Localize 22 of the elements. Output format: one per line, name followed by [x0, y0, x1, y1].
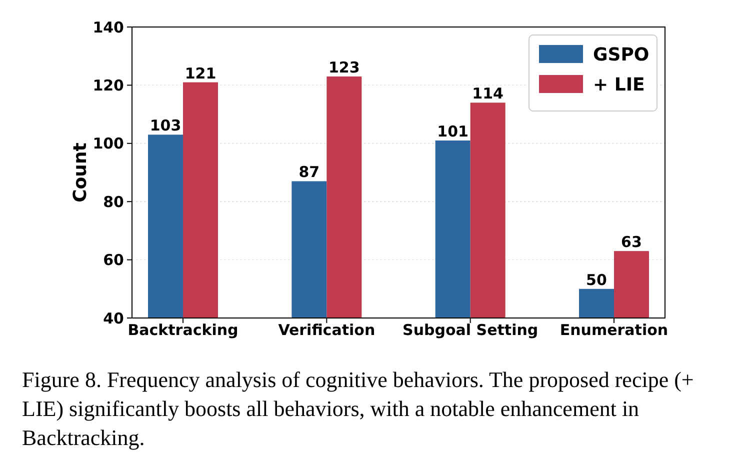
data-label: 87: [298, 163, 320, 182]
y-tick-label: 80: [103, 192, 124, 211]
y-tick-label: 100: [92, 134, 124, 153]
caption: Figure 8. Frequency analysis of cognitive behaviors. The proposed recipe (+ LIE) significantly boosts all behaviors, with a notable enhancement in Backtracking.: [22, 367, 694, 450]
data-label: 103: [150, 116, 182, 135]
y-axis-title: Count: [70, 142, 91, 202]
y-tick-label: 120: [92, 76, 124, 94]
data-label: 114: [472, 84, 504, 103]
data-label: 121: [184, 64, 216, 82]
x-tick-label: Verification: [278, 321, 376, 339]
x-tick-label: Subgoal Setting: [402, 321, 538, 339]
legend-label: GSPO: [593, 44, 650, 66]
y-tick-label: 60: [103, 251, 124, 270]
x-tick-label: Enumeration: [560, 321, 668, 339]
data-label: 63: [621, 233, 642, 252]
y-tick-label: 140: [92, 18, 124, 36]
legend-label: + LIE: [593, 74, 645, 96]
data-label: 123: [328, 58, 360, 76]
y-tick-label: 40: [103, 309, 124, 328]
data-label: 101: [437, 122, 468, 140]
x-tick-label: Backtracking: [128, 321, 238, 339]
data-label: 50: [586, 270, 607, 289]
